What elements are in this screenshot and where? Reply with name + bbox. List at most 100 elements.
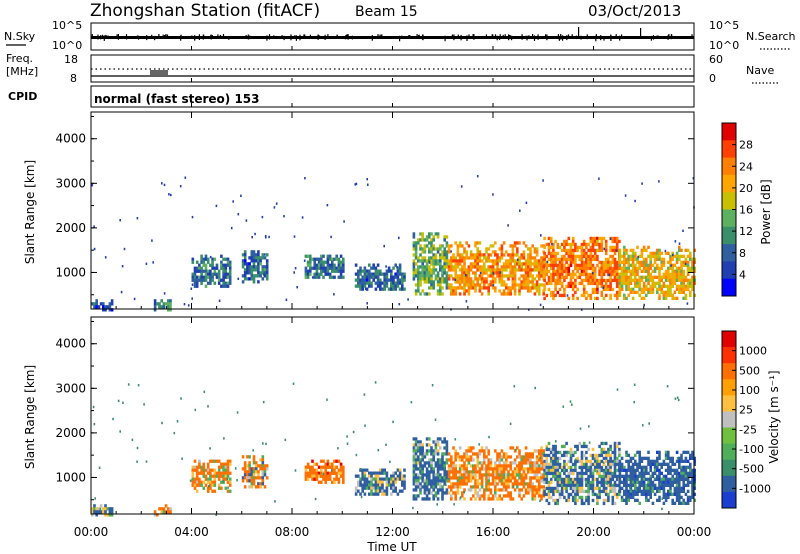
echo-cell bbox=[545, 293, 549, 298]
echo-cell bbox=[556, 474, 560, 479]
echo-cell bbox=[202, 260, 206, 264]
echo-cell bbox=[623, 281, 626, 285]
echo-cell bbox=[524, 286, 528, 290]
echo-cell bbox=[474, 283, 477, 287]
echo-cell bbox=[613, 441, 617, 446]
echo-cell bbox=[403, 474, 406, 478]
echo-cell bbox=[430, 464, 433, 468]
echo-cell bbox=[667, 278, 670, 282]
echo-cell bbox=[574, 483, 577, 488]
echo-cell bbox=[611, 239, 615, 244]
echo-cell bbox=[498, 467, 501, 471]
echo-cell bbox=[693, 474, 696, 478]
echo-cell bbox=[664, 450, 668, 454]
echo-cell bbox=[361, 486, 364, 490]
echo-cell bbox=[587, 468, 590, 473]
echo-cell bbox=[361, 477, 364, 481]
echo-cell bbox=[169, 299, 172, 303]
echo-cell bbox=[454, 497, 457, 501]
echo-cell bbox=[556, 290, 560, 295]
echo-cell bbox=[257, 259, 260, 263]
echo-cell bbox=[513, 265, 517, 269]
echo-cell bbox=[686, 483, 690, 487]
echo-cell bbox=[500, 265, 504, 269]
echo-cell bbox=[689, 480, 692, 484]
echo-cell bbox=[607, 498, 610, 503]
echo-cell bbox=[529, 271, 532, 275]
echo-cell bbox=[686, 474, 690, 478]
echo-cell bbox=[445, 250, 449, 254]
echo-cell bbox=[491, 274, 495, 278]
echo-cell bbox=[392, 266, 395, 270]
echo-cell bbox=[669, 257, 672, 261]
echo-cell bbox=[403, 275, 406, 279]
echo-speck bbox=[137, 384, 140, 387]
echo-cell bbox=[507, 289, 510, 293]
echo-cell bbox=[563, 275, 566, 280]
echo-cell bbox=[640, 456, 644, 460]
nsky-noise-mark bbox=[533, 35, 536, 41]
echo-cell bbox=[580, 245, 584, 250]
echo-cell bbox=[618, 284, 622, 288]
echo-cell bbox=[511, 461, 515, 465]
echo-cell bbox=[248, 464, 251, 468]
echo-cell bbox=[547, 465, 551, 470]
echo-cell bbox=[160, 305, 163, 309]
echo-speck bbox=[123, 247, 126, 251]
echo-cell bbox=[533, 497, 537, 501]
echo-cell bbox=[500, 250, 504, 254]
echo-cell bbox=[560, 480, 564, 485]
echo-cell bbox=[458, 473, 462, 477]
nsky-noise-mark bbox=[194, 35, 196, 41]
echo-cell bbox=[653, 257, 657, 261]
echo-speck bbox=[163, 292, 166, 295]
echo-cell bbox=[306, 471, 310, 475]
echo-cell bbox=[335, 459, 338, 463]
echo-cell bbox=[520, 473, 523, 477]
echo-cell bbox=[326, 269, 330, 273]
echo-cell bbox=[430, 470, 433, 474]
echo-cell bbox=[609, 269, 612, 274]
echo-cell bbox=[257, 271, 260, 275]
echo-cell bbox=[476, 256, 479, 260]
echo-cell bbox=[623, 474, 626, 478]
echo-cell bbox=[430, 232, 433, 236]
nsky-noise-mark bbox=[283, 35, 285, 41]
echo-cell bbox=[489, 265, 493, 269]
echo-cell bbox=[458, 482, 462, 486]
echo-cell bbox=[589, 459, 593, 464]
echo-cell bbox=[516, 479, 519, 483]
echo-cell bbox=[642, 471, 646, 475]
echo-cell bbox=[580, 498, 584, 503]
echo-cell bbox=[434, 262, 438, 266]
x-tick-label: 00:00 bbox=[677, 525, 712, 539]
echo-cell bbox=[675, 287, 679, 291]
echo-cell bbox=[509, 491, 512, 495]
echo-cell bbox=[649, 278, 652, 282]
echo-cell bbox=[465, 464, 468, 468]
echo-cell bbox=[456, 247, 460, 251]
echo-cell bbox=[589, 480, 593, 485]
echo-cell bbox=[509, 289, 512, 293]
echo-cell bbox=[642, 245, 646, 249]
echo-cell bbox=[425, 497, 429, 501]
echo-speck bbox=[262, 400, 265, 404]
echo-cell bbox=[682, 290, 685, 294]
echo-cell bbox=[204, 278, 208, 282]
echo-cell bbox=[250, 482, 254, 486]
echo-cell bbox=[547, 441, 551, 446]
echo-cell bbox=[533, 449, 537, 453]
echo-cell bbox=[625, 266, 628, 270]
echo-cell bbox=[507, 259, 510, 263]
echo-cell bbox=[226, 462, 230, 466]
echo-cell bbox=[478, 473, 482, 477]
echo-cell bbox=[259, 274, 262, 278]
echo-cell bbox=[552, 456, 555, 461]
echo-cell bbox=[615, 245, 619, 250]
echo-cell bbox=[441, 497, 444, 501]
echo-cell bbox=[436, 247, 440, 251]
echo-cell bbox=[417, 461, 420, 465]
echo-cell bbox=[656, 489, 659, 493]
echo-cell bbox=[675, 480, 679, 484]
echo-cell bbox=[691, 456, 694, 460]
